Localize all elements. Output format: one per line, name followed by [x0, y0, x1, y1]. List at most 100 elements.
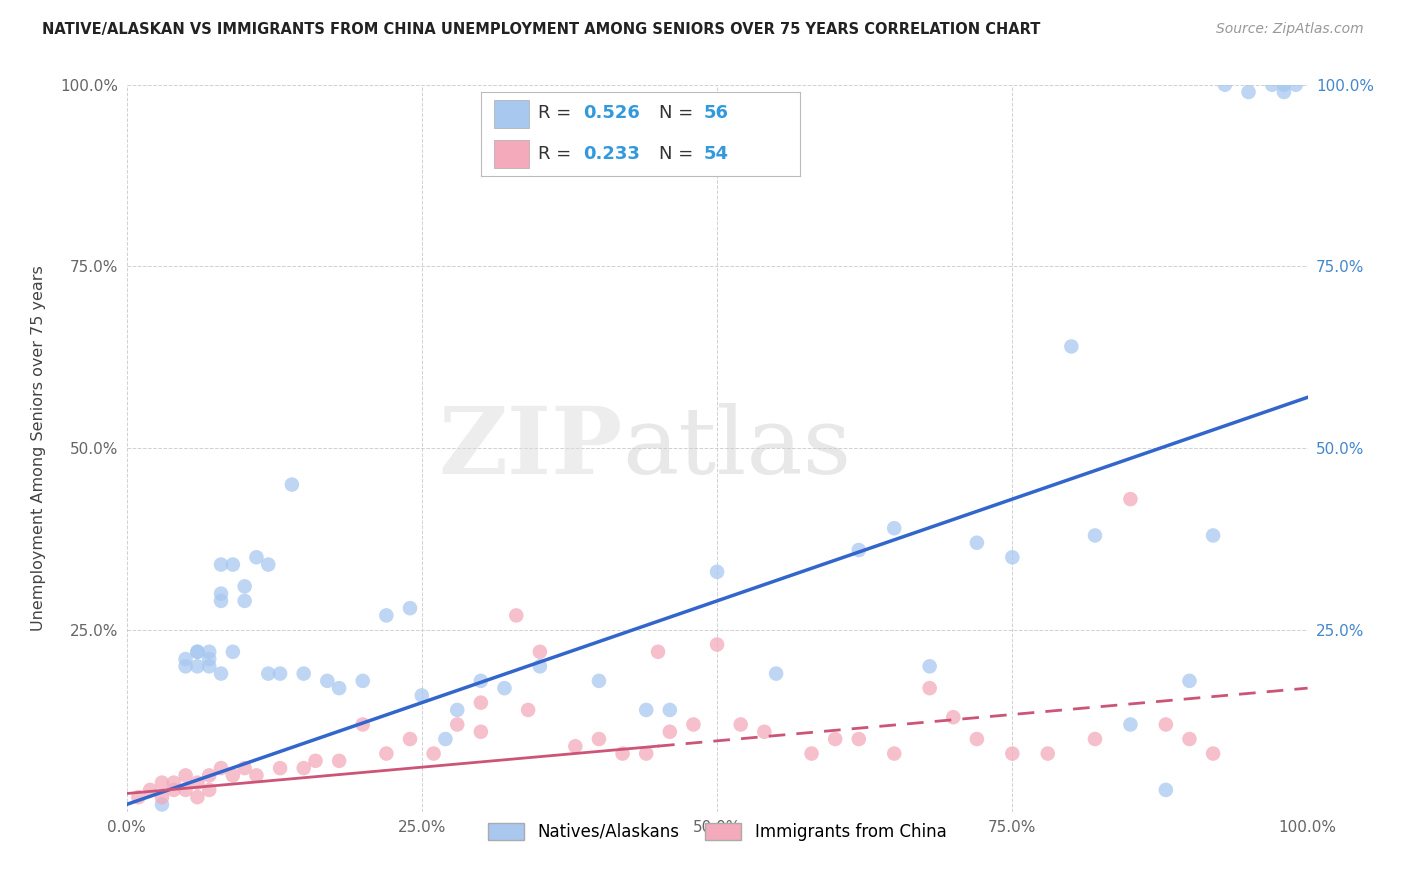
- Point: [209, 587, 232, 601]
- Point: [470, 724, 492, 739]
- Point: [269, 761, 291, 775]
- Point: [257, 558, 280, 572]
- Point: [209, 761, 232, 775]
- Point: [446, 703, 468, 717]
- Point: [1261, 78, 1284, 92]
- Point: [1178, 673, 1201, 688]
- Point: [292, 666, 315, 681]
- Point: [198, 783, 221, 797]
- Point: [1178, 731, 1201, 746]
- Point: [150, 775, 173, 789]
- Point: [883, 747, 905, 761]
- Y-axis label: Unemployment Among Seniors over 75 years: Unemployment Among Seniors over 75 years: [31, 265, 46, 632]
- Point: [198, 652, 221, 666]
- Point: [517, 703, 540, 717]
- Point: [186, 775, 208, 789]
- Point: [1213, 78, 1236, 92]
- Point: [150, 790, 173, 805]
- Point: [222, 558, 245, 572]
- Point: [163, 783, 186, 797]
- Point: [186, 645, 208, 659]
- Point: [209, 666, 232, 681]
- Point: [245, 768, 267, 782]
- Point: [848, 731, 870, 746]
- Point: [1084, 731, 1107, 746]
- Point: [352, 717, 374, 731]
- Point: [245, 550, 267, 565]
- Point: [222, 768, 245, 782]
- Point: [800, 747, 823, 761]
- Point: [304, 754, 326, 768]
- Point: [647, 645, 669, 659]
- Point: [375, 608, 398, 623]
- Point: [1237, 85, 1260, 99]
- Point: [139, 783, 162, 797]
- Point: [198, 645, 221, 659]
- Point: [174, 652, 197, 666]
- Text: ZIP: ZIP: [439, 403, 623, 493]
- Point: [1272, 78, 1295, 92]
- Point: [209, 594, 232, 608]
- Point: [1202, 747, 1225, 761]
- Point: [399, 731, 422, 746]
- Point: [1036, 747, 1059, 761]
- Point: [824, 731, 846, 746]
- Point: [257, 666, 280, 681]
- Point: [636, 703, 658, 717]
- Point: [529, 659, 551, 673]
- Point: [186, 659, 208, 673]
- Point: [966, 731, 988, 746]
- Point: [706, 565, 728, 579]
- Point: [174, 768, 197, 782]
- Point: [352, 673, 374, 688]
- Point: [1084, 528, 1107, 542]
- Point: [233, 579, 256, 593]
- Point: [588, 731, 610, 746]
- Text: NATIVE/ALASKAN VS IMMIGRANTS FROM CHINA UNEMPLOYMENT AMONG SENIORS OVER 75 YEARS: NATIVE/ALASKAN VS IMMIGRANTS FROM CHINA …: [42, 22, 1040, 37]
- Point: [918, 681, 941, 695]
- Point: [505, 608, 527, 623]
- Point: [848, 543, 870, 558]
- Point: [434, 731, 457, 746]
- Point: [1154, 783, 1177, 797]
- Point: [706, 638, 728, 652]
- Point: [174, 783, 197, 797]
- Point: [186, 645, 208, 659]
- Point: [658, 703, 681, 717]
- Point: [292, 761, 315, 775]
- Point: [612, 747, 634, 761]
- Point: [174, 659, 197, 673]
- Point: [883, 521, 905, 535]
- Point: [269, 666, 291, 681]
- Point: [198, 659, 221, 673]
- Point: [918, 659, 941, 673]
- Point: [328, 754, 350, 768]
- Point: [150, 797, 173, 812]
- Point: [1119, 492, 1142, 507]
- Point: [682, 717, 704, 731]
- Point: [198, 768, 221, 782]
- Point: [942, 710, 965, 724]
- Point: [1001, 747, 1024, 761]
- Point: [186, 790, 208, 805]
- Point: [375, 747, 398, 761]
- Point: [1001, 550, 1024, 565]
- Point: [636, 747, 658, 761]
- Legend: Natives/Alaskans, Immigrants from China: Natives/Alaskans, Immigrants from China: [474, 809, 960, 855]
- Point: [1119, 717, 1142, 731]
- Point: [588, 673, 610, 688]
- Point: [209, 558, 232, 572]
- Point: [163, 775, 186, 789]
- Point: [754, 724, 776, 739]
- Point: [1154, 717, 1177, 731]
- Point: [411, 689, 433, 703]
- Point: [222, 645, 245, 659]
- Point: [765, 666, 787, 681]
- Point: [281, 477, 304, 491]
- Point: [1202, 528, 1225, 542]
- Point: [328, 681, 350, 695]
- Point: [966, 535, 988, 549]
- Point: [446, 717, 468, 731]
- Point: [127, 790, 149, 805]
- Point: [529, 645, 551, 659]
